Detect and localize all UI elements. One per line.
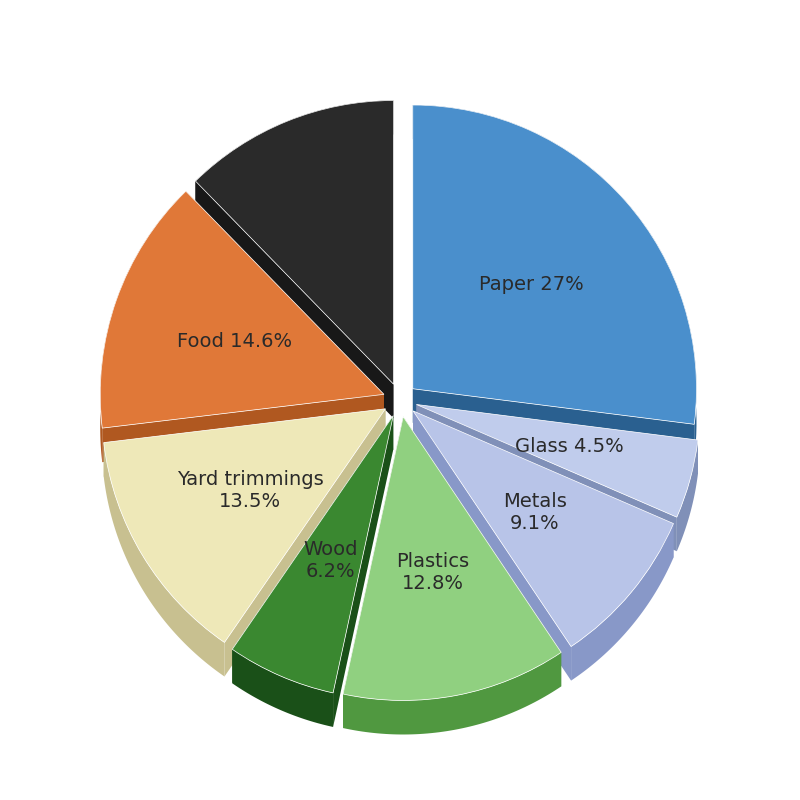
Polygon shape <box>100 191 186 462</box>
Polygon shape <box>417 405 698 474</box>
Text: Yard trimmings
13.5%: Yard trimmings 13.5% <box>177 470 323 511</box>
Wedge shape <box>100 191 384 428</box>
Polygon shape <box>343 652 561 734</box>
Text: Plastics
12.8%: Plastics 12.8% <box>396 552 470 593</box>
Wedge shape <box>104 409 386 642</box>
Text: Glass 4.5%: Glass 4.5% <box>514 437 623 456</box>
Text: Food 14.6%: Food 14.6% <box>177 332 292 351</box>
Polygon shape <box>195 181 394 418</box>
Polygon shape <box>343 417 403 728</box>
Polygon shape <box>102 394 384 462</box>
Polygon shape <box>413 411 674 558</box>
Polygon shape <box>186 191 384 428</box>
Text: Wood
6.2%: Wood 6.2% <box>303 541 358 582</box>
Polygon shape <box>413 389 694 458</box>
Wedge shape <box>232 416 394 693</box>
Polygon shape <box>333 416 394 727</box>
Wedge shape <box>417 405 698 517</box>
Wedge shape <box>413 411 674 646</box>
Wedge shape <box>413 105 697 424</box>
Polygon shape <box>104 409 386 477</box>
Polygon shape <box>417 405 677 551</box>
Wedge shape <box>195 101 394 384</box>
Polygon shape <box>677 440 698 551</box>
Polygon shape <box>403 417 561 686</box>
Polygon shape <box>104 442 225 677</box>
Text: Paper 27%: Paper 27% <box>479 274 584 294</box>
Text: Metals
9.1%: Metals 9.1% <box>503 492 566 533</box>
Polygon shape <box>232 416 394 683</box>
Polygon shape <box>232 650 333 727</box>
Polygon shape <box>225 409 386 677</box>
Wedge shape <box>343 417 561 701</box>
Polygon shape <box>195 101 394 215</box>
Polygon shape <box>571 523 674 681</box>
Polygon shape <box>413 411 571 681</box>
Polygon shape <box>413 105 697 458</box>
